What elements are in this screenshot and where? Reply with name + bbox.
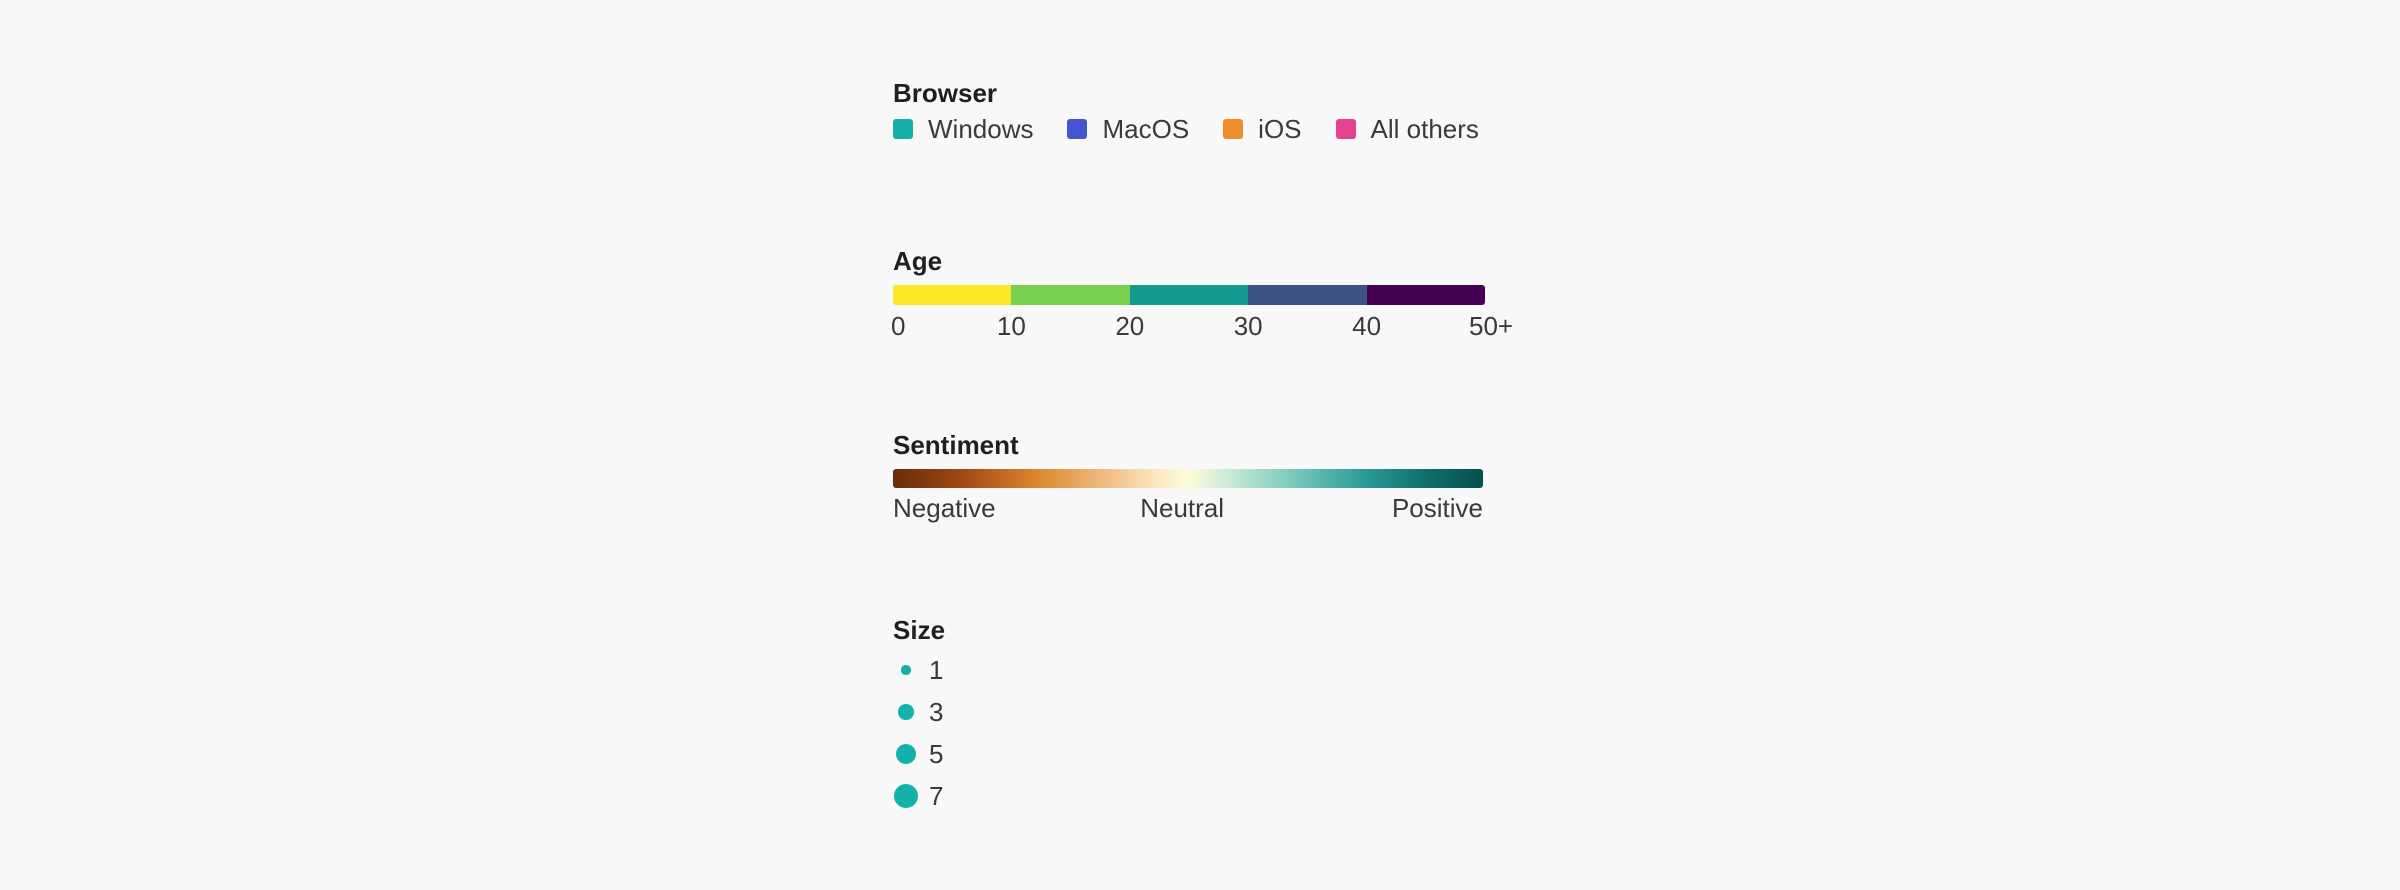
size-dot-wrap xyxy=(893,733,919,775)
ios-swatch xyxy=(1223,119,1244,139)
legend-item-label: iOS xyxy=(1258,114,1302,144)
size-legend-item[interactable]: 5 xyxy=(893,733,945,775)
size-label: 1 xyxy=(929,655,944,685)
age-segment-10-20[interactable] xyxy=(1011,285,1130,305)
sentiment-labels: Negative Neutral Positive xyxy=(893,493,1483,525)
legend-item-macos[interactable]: MacOS xyxy=(1067,114,1189,144)
size-label: 5 xyxy=(929,739,944,769)
all-others-swatch xyxy=(1335,119,1356,139)
size-legend-item[interactable]: 1 xyxy=(893,649,945,691)
legend-item-label: Windows xyxy=(928,114,1034,144)
age-segment-40-50[interactable] xyxy=(1366,285,1485,305)
size-label: 3 xyxy=(929,697,944,727)
age-color-bar xyxy=(893,285,1485,305)
age-tick-label: 0 xyxy=(891,311,906,341)
legend-item-label: All others xyxy=(1370,114,1479,144)
age-tick-labels: 0 10 20 30 40 50+ xyxy=(891,311,1533,343)
legend-item-ios[interactable]: iOS xyxy=(1223,114,1302,144)
age-tick-label: 40 xyxy=(1352,311,1382,341)
sentiment-positive-label: Positive xyxy=(1391,493,1483,523)
windows-swatch xyxy=(893,119,913,139)
legend-item-windows[interactable]: Windows xyxy=(893,114,1033,144)
size-dot-icon xyxy=(901,665,911,675)
size-dot-icon xyxy=(894,784,918,808)
macos-swatch xyxy=(1067,119,1088,139)
size-legend-item[interactable]: 7 xyxy=(893,775,945,817)
size-legend-title: Size xyxy=(893,615,946,645)
age-segment-30-40[interactable] xyxy=(1248,285,1367,305)
browser-legend-title: Browser xyxy=(893,78,998,108)
size-legend-items: 1 3 5 7 xyxy=(893,649,945,817)
age-legend-title: Age xyxy=(893,246,943,276)
sentiment-neutral-label: Neutral xyxy=(1140,493,1225,523)
browser-legend-items: Windows MacOS iOS All others xyxy=(893,114,1513,144)
sentiment-legend: Sentiment Negative Neutral Positive xyxy=(893,430,1483,525)
size-dot-wrap xyxy=(893,691,919,733)
browser-legend: Browser Windows MacOS iOS All others xyxy=(893,78,1513,144)
legend-item-all-others[interactable]: All others xyxy=(1335,114,1479,144)
sentiment-gradient-bar xyxy=(893,469,1483,488)
sentiment-negative-label: Negative xyxy=(893,493,996,523)
age-tick-label: 20 xyxy=(1115,311,1145,341)
age-tick-label: 10 xyxy=(996,311,1026,341)
age-segment-20-30[interactable] xyxy=(1129,285,1249,305)
age-segment-0-10[interactable] xyxy=(893,285,1012,305)
size-dot-icon xyxy=(898,704,914,720)
age-tick-label: 30 xyxy=(1233,311,1263,341)
size-dot-wrap xyxy=(893,775,919,817)
size-label: 7 xyxy=(929,781,944,811)
size-legend: Size 1 3 5 7 xyxy=(893,615,945,817)
age-legend: Age 0 10 20 30 40 50+ xyxy=(891,246,1533,343)
size-legend-item[interactable]: 3 xyxy=(893,691,945,733)
sentiment-legend-title: Sentiment xyxy=(893,430,1019,460)
size-dot-wrap xyxy=(893,649,919,691)
legend-item-label: MacOS xyxy=(1102,114,1190,144)
age-tick-label: 50+ xyxy=(1469,311,1514,341)
size-dot-icon xyxy=(895,743,917,765)
